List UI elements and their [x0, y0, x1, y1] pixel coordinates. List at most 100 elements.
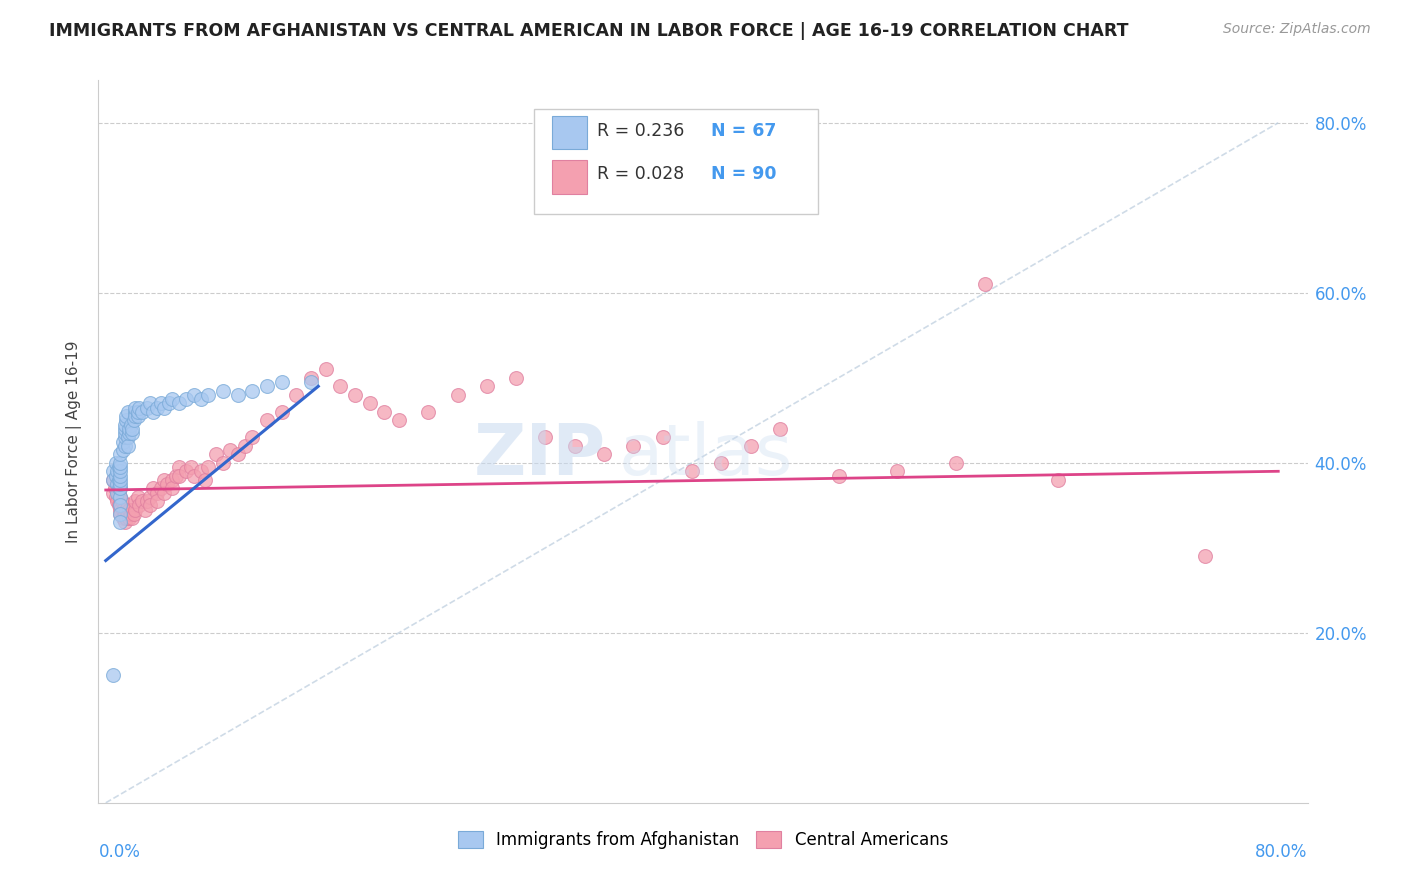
Point: [107, 464, 129, 478]
Point: [160, 473, 183, 487]
Point: [124, 494, 146, 508]
Point: [621, 439, 644, 453]
Point: [190, 392, 212, 406]
Point: [117, 430, 139, 444]
Point: [240, 384, 263, 398]
Point: [110, 507, 132, 521]
Point: [142, 481, 165, 495]
Point: [373, 405, 395, 419]
Point: [111, 494, 134, 508]
Point: [194, 473, 217, 487]
Point: [108, 498, 131, 512]
Point: [359, 396, 381, 410]
Point: [651, 430, 673, 444]
Text: 0.0%: 0.0%: [98, 843, 141, 861]
Point: [418, 405, 440, 419]
Text: R = 0.028: R = 0.028: [596, 165, 683, 183]
Point: [112, 434, 135, 449]
Point: [108, 473, 131, 487]
Point: [299, 371, 322, 385]
Point: [124, 409, 146, 423]
Point: [138, 490, 160, 504]
Point: [124, 401, 146, 415]
Point: [212, 456, 235, 470]
Point: [120, 417, 142, 432]
Point: [1194, 549, 1216, 564]
Point: [101, 668, 124, 682]
Point: [127, 490, 149, 504]
Point: [115, 502, 138, 516]
Point: [299, 375, 322, 389]
Point: [886, 464, 908, 478]
Text: atlas: atlas: [619, 422, 793, 491]
Point: [101, 473, 124, 487]
Point: [134, 502, 156, 516]
Point: [110, 460, 132, 475]
Point: [1047, 473, 1070, 487]
Point: [388, 413, 411, 427]
Point: [122, 413, 145, 427]
Point: [945, 456, 967, 470]
Text: 80.0%: 80.0%: [1256, 843, 1308, 861]
Point: [270, 375, 292, 389]
Text: ZIP: ZIP: [474, 422, 606, 491]
Point: [114, 507, 136, 521]
Point: [101, 485, 124, 500]
Point: [121, 511, 143, 525]
Point: [146, 494, 169, 508]
Point: [176, 464, 198, 478]
Point: [110, 477, 132, 491]
Point: [117, 405, 139, 419]
Point: [105, 456, 128, 470]
Point: [114, 425, 136, 440]
Point: [315, 362, 337, 376]
FancyBboxPatch shape: [551, 161, 586, 194]
Point: [118, 511, 141, 525]
Point: [110, 456, 132, 470]
Point: [233, 439, 256, 453]
Point: [157, 396, 180, 410]
Point: [974, 277, 997, 292]
Point: [112, 443, 135, 458]
Point: [150, 481, 173, 495]
Point: [121, 422, 143, 436]
Point: [156, 477, 179, 491]
Point: [153, 485, 176, 500]
Point: [112, 511, 135, 525]
Point: [270, 405, 292, 419]
Text: N = 67: N = 67: [711, 122, 778, 140]
Point: [769, 422, 792, 436]
Point: [114, 417, 136, 432]
Point: [534, 430, 557, 444]
Point: [142, 405, 165, 419]
Point: [127, 405, 149, 419]
Point: [710, 456, 733, 470]
Point: [108, 460, 131, 475]
Point: [110, 464, 132, 478]
Point: [165, 468, 187, 483]
Point: [285, 388, 308, 402]
Point: [114, 422, 136, 436]
Point: [117, 498, 139, 512]
Point: [118, 425, 141, 440]
Point: [197, 460, 219, 475]
Point: [138, 498, 160, 512]
Point: [107, 477, 129, 491]
Point: [138, 396, 160, 410]
Point: [505, 371, 527, 385]
Point: [110, 481, 132, 495]
Point: [110, 498, 132, 512]
Point: [110, 481, 132, 495]
Point: [183, 388, 205, 402]
Point: [183, 468, 205, 483]
Point: [124, 502, 146, 516]
Point: [128, 498, 150, 512]
Point: [107, 485, 129, 500]
Point: [115, 409, 138, 423]
Point: [115, 511, 138, 525]
Point: [212, 384, 235, 398]
Point: [135, 401, 157, 415]
Point: [105, 490, 128, 504]
Point: [110, 490, 132, 504]
Point: [110, 473, 132, 487]
